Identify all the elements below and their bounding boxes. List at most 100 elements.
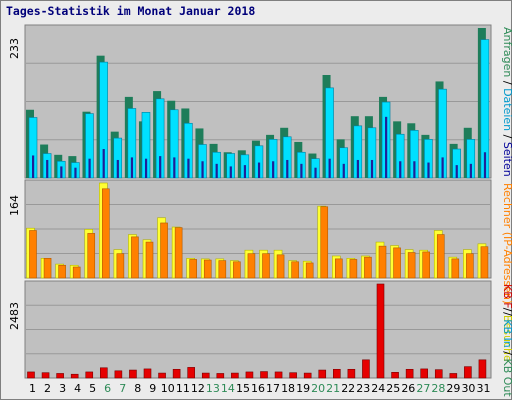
- seiten-bar: [173, 157, 176, 178]
- seiten-bar: [370, 159, 374, 178]
- seiten-bar: [314, 167, 317, 178]
- kb-bar: [216, 373, 225, 379]
- kb-bar: [27, 371, 35, 379]
- legend-entry: Besuche: [501, 315, 512, 362]
- besuche-bar: [247, 253, 256, 279]
- besuche-bar: [378, 245, 387, 279]
- besuche-bar: [145, 241, 154, 279]
- x-tick-label: 25: [386, 382, 400, 395]
- seiten-bar: [116, 159, 119, 178]
- besuche-bar: [320, 206, 329, 279]
- kb-bar: [478, 359, 487, 379]
- x-tick-label: 6: [104, 382, 111, 395]
- besuche-bar: [131, 236, 139, 279]
- x-tick-label: 16: [251, 382, 265, 395]
- legend-entry: Dateien: [501, 88, 512, 131]
- legend-entry: /: [501, 304, 512, 315]
- seiten-bar: [74, 167, 77, 178]
- seiten-bar: [102, 149, 105, 178]
- seiten-bar: [286, 159, 289, 178]
- legend-2: Rechner (IP-Adressen) / Besuche: [501, 183, 512, 362]
- seiten-bar: [469, 163, 472, 178]
- besuche-bar: [451, 258, 460, 279]
- besuche-bar: [305, 262, 314, 279]
- kb-bar: [449, 373, 458, 379]
- besuche-bar: [291, 261, 299, 279]
- seiten-bar: [342, 163, 345, 178]
- x-tick-label: 5: [89, 382, 96, 395]
- x-tick-label: 4: [74, 382, 81, 395]
- seiten-bar: [187, 158, 190, 178]
- besuche-bar: [43, 258, 52, 279]
- kb-bar: [187, 367, 195, 379]
- besuche-bar: [407, 252, 416, 279]
- besuche-bar: [349, 259, 358, 279]
- kb-bar: [129, 369, 137, 379]
- kb-bar: [391, 372, 399, 379]
- kb-bar: [434, 369, 443, 379]
- besuche-bar: [335, 258, 343, 279]
- besuche-bar: [72, 266, 81, 279]
- x-tick-label: 17: [266, 382, 280, 395]
- kb-bar: [41, 372, 50, 379]
- x-tick-label: 1: [29, 382, 36, 395]
- kb-bar: [172, 368, 181, 379]
- besuche-bar: [393, 247, 401, 279]
- x-tick-label: 9: [149, 382, 156, 395]
- kb-bar: [347, 368, 356, 379]
- seiten-bar: [413, 161, 416, 178]
- seiten-bar: [300, 163, 303, 178]
- seiten-bar: [243, 165, 247, 178]
- legend-entry: Anfragen: [501, 27, 512, 77]
- besuche-bar: [116, 253, 125, 279]
- legend-entry: Seiten: [501, 142, 512, 177]
- legend-entry: /: [501, 348, 512, 359]
- x-tick-label: 12: [191, 382, 205, 395]
- seiten-bar: [32, 155, 35, 178]
- kb-bar: [289, 372, 297, 379]
- seiten-bar: [455, 165, 458, 178]
- x-tick-label: 19: [296, 382, 310, 395]
- x-tick-label: 29: [446, 382, 460, 395]
- kb-bar: [405, 368, 414, 379]
- besuche-bar: [436, 234, 445, 279]
- besuche-bar: [102, 188, 110, 279]
- y-max-label-1: 233: [8, 38, 21, 59]
- kb-bar: [158, 372, 166, 379]
- kb-bar: [56, 373, 64, 379]
- besuche-bar: [480, 246, 489, 279]
- legend-entry: KB F: [501, 284, 512, 309]
- seiten-bar: [201, 161, 204, 178]
- besuche-bar: [174, 227, 183, 279]
- kb-bar: [318, 369, 327, 379]
- legend-entry: KB In: [501, 319, 512, 348]
- kb-bar: [231, 372, 239, 379]
- seiten-bar: [356, 159, 359, 178]
- seiten-bar: [144, 158, 148, 178]
- seiten-bar: [60, 166, 63, 178]
- kb-bar: [70, 373, 79, 379]
- x-tick-label: 20: [311, 382, 325, 395]
- kb-bar: [376, 283, 385, 379]
- besuche-bar: [160, 222, 168, 279]
- legend-entry: /: [501, 309, 512, 320]
- seiten-bar: [159, 156, 162, 178]
- seiten-bar: [483, 152, 487, 178]
- kb-bar: [274, 371, 283, 379]
- legend-entry: /: [501, 77, 512, 88]
- seiten-bar: [215, 163, 218, 178]
- besuche-bar: [276, 254, 285, 279]
- besuche-bar: [87, 233, 96, 279]
- x-tick-label: 24: [371, 382, 385, 395]
- kb-bar: [362, 359, 370, 379]
- seiten-bar: [272, 161, 275, 178]
- x-tick-label: 31: [476, 382, 490, 395]
- x-tick-label: 23: [356, 382, 370, 395]
- besuche-bar: [422, 251, 430, 279]
- seiten-bar: [385, 116, 388, 178]
- chart-title: Tages-Statistik im Monat Januar 2018: [6, 4, 256, 18]
- y-max-label-3: 2483: [8, 302, 21, 330]
- legend-entry: /: [501, 131, 512, 142]
